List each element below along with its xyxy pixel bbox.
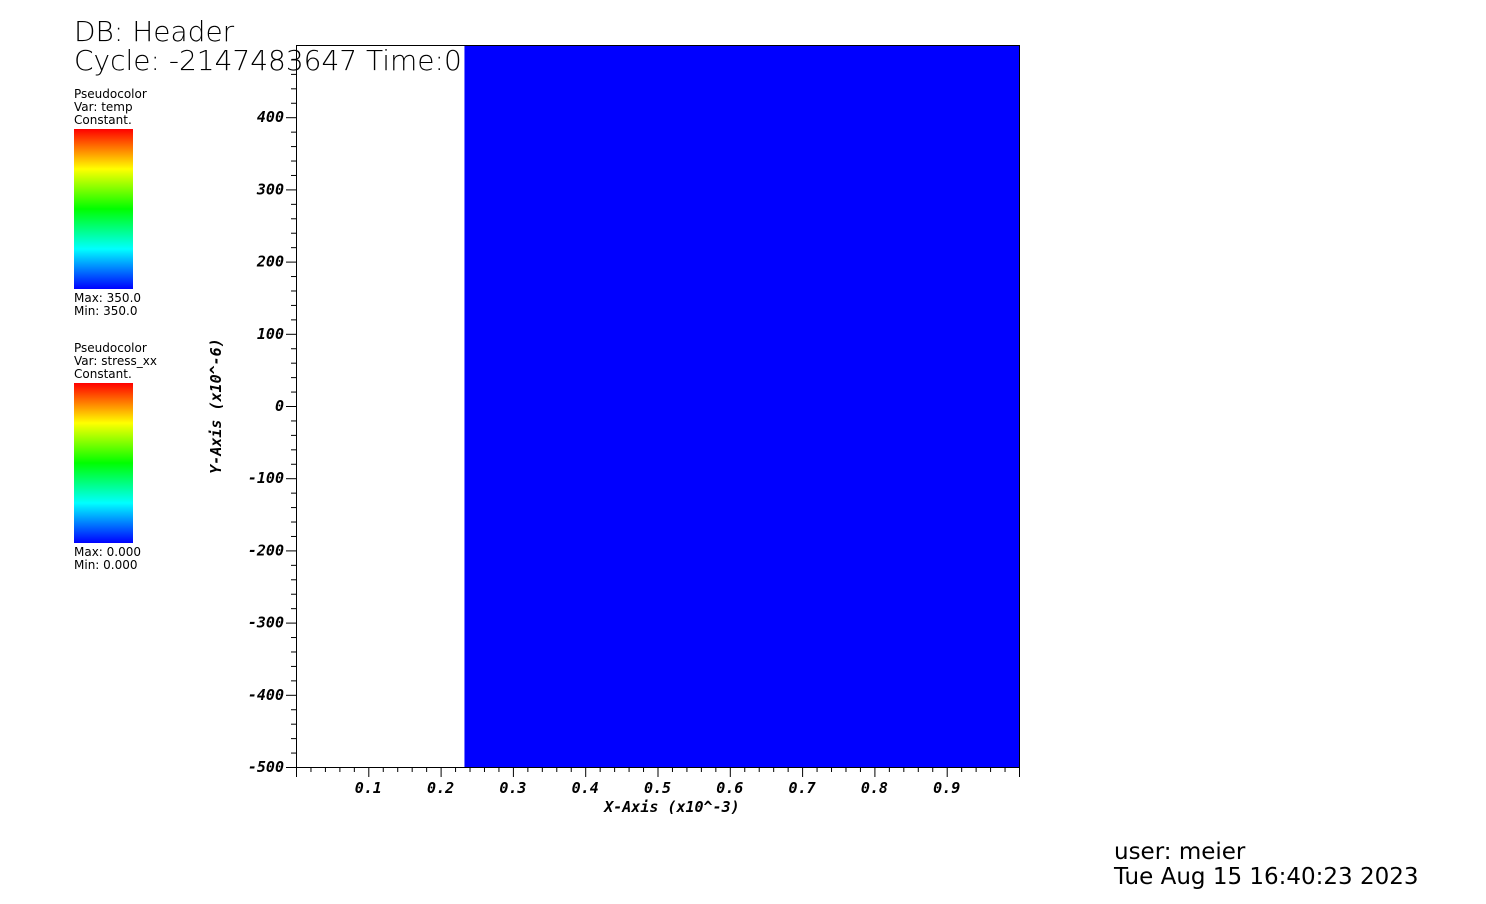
x-tick-label: 0.8 bbox=[861, 779, 888, 797]
legend-var-label: Var: stress_xx bbox=[74, 354, 157, 368]
database-title: DB: Header bbox=[74, 15, 235, 48]
legend-colorbar bbox=[74, 129, 133, 289]
x-tick-label: 0.3 bbox=[499, 779, 526, 797]
x-tick-label: 0.2 bbox=[427, 779, 454, 797]
y-tick-label: -300 bbox=[248, 614, 284, 632]
legend-colorbar bbox=[74, 383, 133, 543]
legend-constant-label: Constant. bbox=[74, 367, 132, 381]
y-tick-label: -400 bbox=[248, 686, 284, 704]
y-tick-label: 400 bbox=[257, 108, 284, 126]
legend-temp: Pseudocolor Var: temp Constant. Max: 350… bbox=[74, 88, 204, 318]
x-tick-label: 0.4 bbox=[572, 779, 599, 797]
y-tick-label: 300 bbox=[256, 180, 284, 198]
y-axis-ticks bbox=[286, 59, 296, 768]
y-tick-label: -500 bbox=[248, 758, 284, 776]
x-tick-label: 0.9 bbox=[933, 779, 960, 797]
x-axis-title: X-Axis (x10^-3) bbox=[602, 798, 739, 816]
y-tick-label: 100 bbox=[257, 325, 284, 343]
x-axis-ticks bbox=[296, 767, 1020, 777]
legend-var-label: Var: temp bbox=[74, 100, 133, 114]
y-tick-label: -100 bbox=[248, 469, 284, 487]
x-tick-label: 0.7 bbox=[789, 779, 816, 797]
legend-plot-type: Pseudocolor bbox=[74, 341, 147, 355]
y-tick-label: -200 bbox=[248, 541, 284, 559]
cycle-time-label: Cycle: -2147483647 Time:0 bbox=[74, 44, 462, 77]
x-axis-tick-labels: 0.1 0.2 0.3 0.4 0.5 0.6 0.7 0.8 0.9 bbox=[355, 779, 960, 797]
legend-max-label: Max: 350.0 bbox=[74, 291, 142, 305]
user-label: user: meier bbox=[1114, 839, 1246, 865]
legend-max-label: Max: 0.000 bbox=[74, 545, 142, 559]
y-tick-label: 200 bbox=[256, 253, 284, 271]
x-tick-label: 0.6 bbox=[716, 779, 743, 797]
legend-constant-label: Constant. bbox=[74, 113, 132, 127]
legend-plot-type: Pseudocolor bbox=[74, 87, 147, 101]
y-axis-tick-labels: 400 300 200 100 0 -100 -200 -300 -400 -500 bbox=[248, 108, 284, 776]
legend-min-label: Min: 350.0 bbox=[74, 304, 138, 318]
y-axis-title: Y-Axis (x10^-6) bbox=[207, 338, 225, 473]
date-label: Tue Aug 15 16:40:23 2023 bbox=[1114, 864, 1419, 890]
x-tick-label: 0.1 bbox=[355, 779, 382, 797]
pseudocolor-region bbox=[464, 45, 1020, 767]
x-tick-label: 0.5 bbox=[644, 779, 671, 797]
y-tick-label: 0 bbox=[275, 397, 284, 415]
legend-min-label: Min: 0.000 bbox=[74, 558, 138, 572]
legend-stress-xx: Pseudocolor Var: stress_xx Constant. Max… bbox=[74, 342, 204, 572]
